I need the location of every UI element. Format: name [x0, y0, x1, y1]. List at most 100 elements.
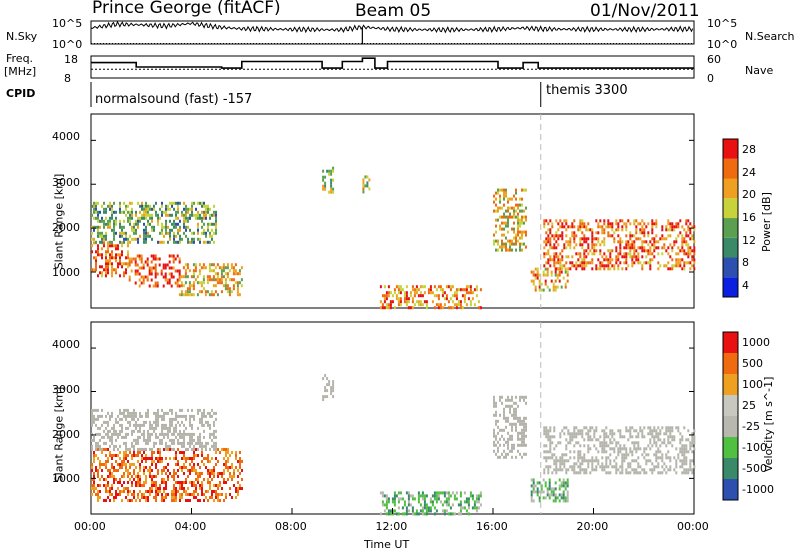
velocity-cell-0: [137, 481, 139, 484]
velocity-cell-0: [201, 451, 203, 454]
velocity-cell-1: [189, 444, 191, 448]
velocity-cell-4: [497, 449, 499, 453]
velocity-cell-6: [577, 453, 580, 457]
velocity-cell-1: [103, 420, 105, 424]
power-cell-2: [218, 266, 221, 270]
velocity-cell-6: [555, 459, 558, 463]
power-cell-6: [473, 288, 476, 292]
power-cell-2: [234, 263, 237, 267]
power-cell-0: [101, 271, 103, 275]
power-cell-0: [127, 253, 129, 257]
power-cell-9: [677, 222, 680, 226]
velocity-cell-3: [397, 500, 400, 504]
velocity-cell-5: [540, 487, 543, 491]
velocity-cell-6: [549, 447, 552, 451]
velocity-cell-1: [149, 447, 151, 451]
velocity-cell-6: [581, 432, 584, 436]
velocity-cell-2: [326, 395, 329, 399]
power-cell-7: [519, 224, 521, 228]
velocity-cell-0: [99, 490, 101, 493]
velocity-cell-0: [207, 460, 209, 463]
power-cell-9: [549, 240, 552, 244]
velocity-cell-0: [239, 460, 241, 463]
power-cell-7: [519, 236, 521, 240]
velocity-cell-0: [119, 493, 121, 496]
power-cell-3: [139, 234, 141, 238]
velocity-cell-0: [231, 463, 233, 466]
velocity-cell-1: [199, 432, 201, 436]
power-cell-0: [105, 250, 107, 254]
velocity-cell-6: [691, 438, 694, 442]
velocity-cell-6: [545, 456, 548, 460]
velocity-cell-5: [546, 493, 549, 497]
velocity-cell-1: [173, 426, 175, 430]
power-cell-9: [561, 225, 564, 229]
power-cell-9: [655, 222, 658, 226]
velocity-cell-6: [549, 435, 552, 439]
power-cell-0: [111, 256, 113, 260]
velocity-cell-6: [683, 468, 686, 472]
velocity-cell-3: [423, 512, 426, 516]
velocity-cell-6: [669, 429, 672, 433]
velocity-cell-6: [601, 429, 604, 433]
power-cell-9: [543, 264, 546, 268]
power-cell-0: [95, 259, 97, 263]
velocity-cell-6: [663, 438, 666, 442]
power-cell-7: [507, 248, 509, 252]
velocity-cell-1: [99, 444, 101, 448]
velocity-cell-6: [555, 456, 558, 460]
power-cell-9: [553, 264, 556, 268]
power-cell-8: [542, 273, 545, 277]
power-cell-2: [196, 275, 199, 279]
power-cell-2: [214, 266, 217, 270]
velocity-cell-1: [155, 426, 157, 430]
velocity-cell-6: [669, 435, 672, 439]
velocity-cell-1: [193, 444, 195, 448]
velocity-cell-0: [205, 457, 207, 460]
velocity-cell-1: [145, 438, 147, 442]
power-cell-1: [152, 266, 155, 270]
velocity-cell-6: [621, 447, 624, 451]
power-cell-9: [579, 255, 582, 259]
power-cell-6: [453, 294, 456, 298]
velocity-cell-6: [581, 435, 584, 439]
power-cell-9: [617, 267, 620, 271]
power-cell-3: [119, 207, 121, 211]
velocity-cell-0: [175, 451, 177, 454]
power-cell-2: [220, 281, 223, 285]
power-cell-9: [671, 225, 674, 229]
velocity-cell-6: [563, 426, 566, 430]
power-cell-3: [161, 204, 163, 208]
power-cell-0: [95, 262, 97, 266]
velocity-cell-1: [131, 441, 133, 445]
velocity-cell-0: [153, 460, 155, 463]
power-cell-9: [637, 237, 640, 241]
power-cell-3: [207, 210, 209, 214]
power-cell-3: [211, 237, 213, 241]
velocity-cell-6: [601, 447, 604, 451]
velocity-cell-5: [566, 484, 569, 488]
power-cell-1: [174, 281, 177, 285]
power-cell-3: [129, 222, 131, 226]
velocity-cell-0: [113, 454, 115, 457]
velocity-cell-6: [579, 471, 582, 475]
power-cell-3: [169, 237, 171, 241]
power-cell-9: [687, 228, 690, 232]
velocity-cell-0: [119, 463, 121, 466]
power-cell-3: [211, 222, 213, 226]
power-cell-2: [230, 263, 233, 267]
power-cell-6: [409, 291, 412, 295]
power-cell-9: [563, 243, 566, 247]
velocity-cell-3: [393, 491, 396, 495]
power-cell-2: [194, 263, 197, 267]
velocity-cell-0: [165, 484, 167, 487]
power-cell-3: [215, 213, 217, 217]
power-cell-9: [669, 243, 672, 247]
power-cell-9: [607, 267, 610, 271]
velocity-cell-6: [625, 426, 628, 430]
power-cell-3: [187, 207, 189, 211]
power-cell-7: [515, 203, 517, 207]
velocity-cell-1: [119, 444, 121, 448]
velocity-cell-6: [669, 432, 672, 436]
velocity-cell-5: [562, 478, 565, 482]
